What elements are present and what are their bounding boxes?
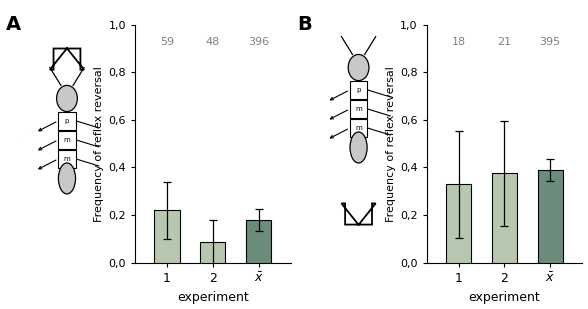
Text: B: B <box>297 15 312 34</box>
FancyBboxPatch shape <box>350 100 367 118</box>
Text: m: m <box>355 125 362 131</box>
Ellipse shape <box>350 132 367 163</box>
FancyBboxPatch shape <box>350 119 367 137</box>
FancyBboxPatch shape <box>350 81 367 99</box>
Text: 21: 21 <box>497 36 512 47</box>
Title: Forward: Forward <box>182 0 243 3</box>
X-axis label: experiment: experiment <box>469 291 540 304</box>
Ellipse shape <box>58 163 75 194</box>
Title: Backward: Backward <box>467 0 542 3</box>
Text: p: p <box>356 87 361 93</box>
Bar <box>200 243 225 263</box>
Bar <box>492 173 517 263</box>
Text: m: m <box>355 106 362 112</box>
Text: A: A <box>6 15 21 34</box>
Text: 48: 48 <box>206 36 220 47</box>
FancyBboxPatch shape <box>58 131 75 149</box>
Text: 59: 59 <box>160 36 174 47</box>
Bar <box>446 184 471 263</box>
Text: p: p <box>65 118 69 124</box>
Ellipse shape <box>348 54 369 81</box>
Text: 396: 396 <box>248 36 269 47</box>
Y-axis label: Frequency of reflex reversal: Frequency of reflex reversal <box>94 66 104 222</box>
Ellipse shape <box>56 85 78 112</box>
FancyBboxPatch shape <box>58 112 75 130</box>
Text: m: m <box>64 137 71 143</box>
FancyBboxPatch shape <box>58 150 75 168</box>
Text: m: m <box>64 156 71 162</box>
Y-axis label: Frequency of reflex reversal: Frequency of reflex reversal <box>386 66 396 222</box>
Bar <box>537 170 563 263</box>
Bar <box>246 220 271 263</box>
Text: 395: 395 <box>540 36 561 47</box>
FancyArrow shape <box>342 203 376 225</box>
Bar <box>155 210 179 263</box>
X-axis label: experiment: experiment <box>177 291 249 304</box>
FancyArrow shape <box>50 48 84 70</box>
Text: 18: 18 <box>452 36 466 47</box>
